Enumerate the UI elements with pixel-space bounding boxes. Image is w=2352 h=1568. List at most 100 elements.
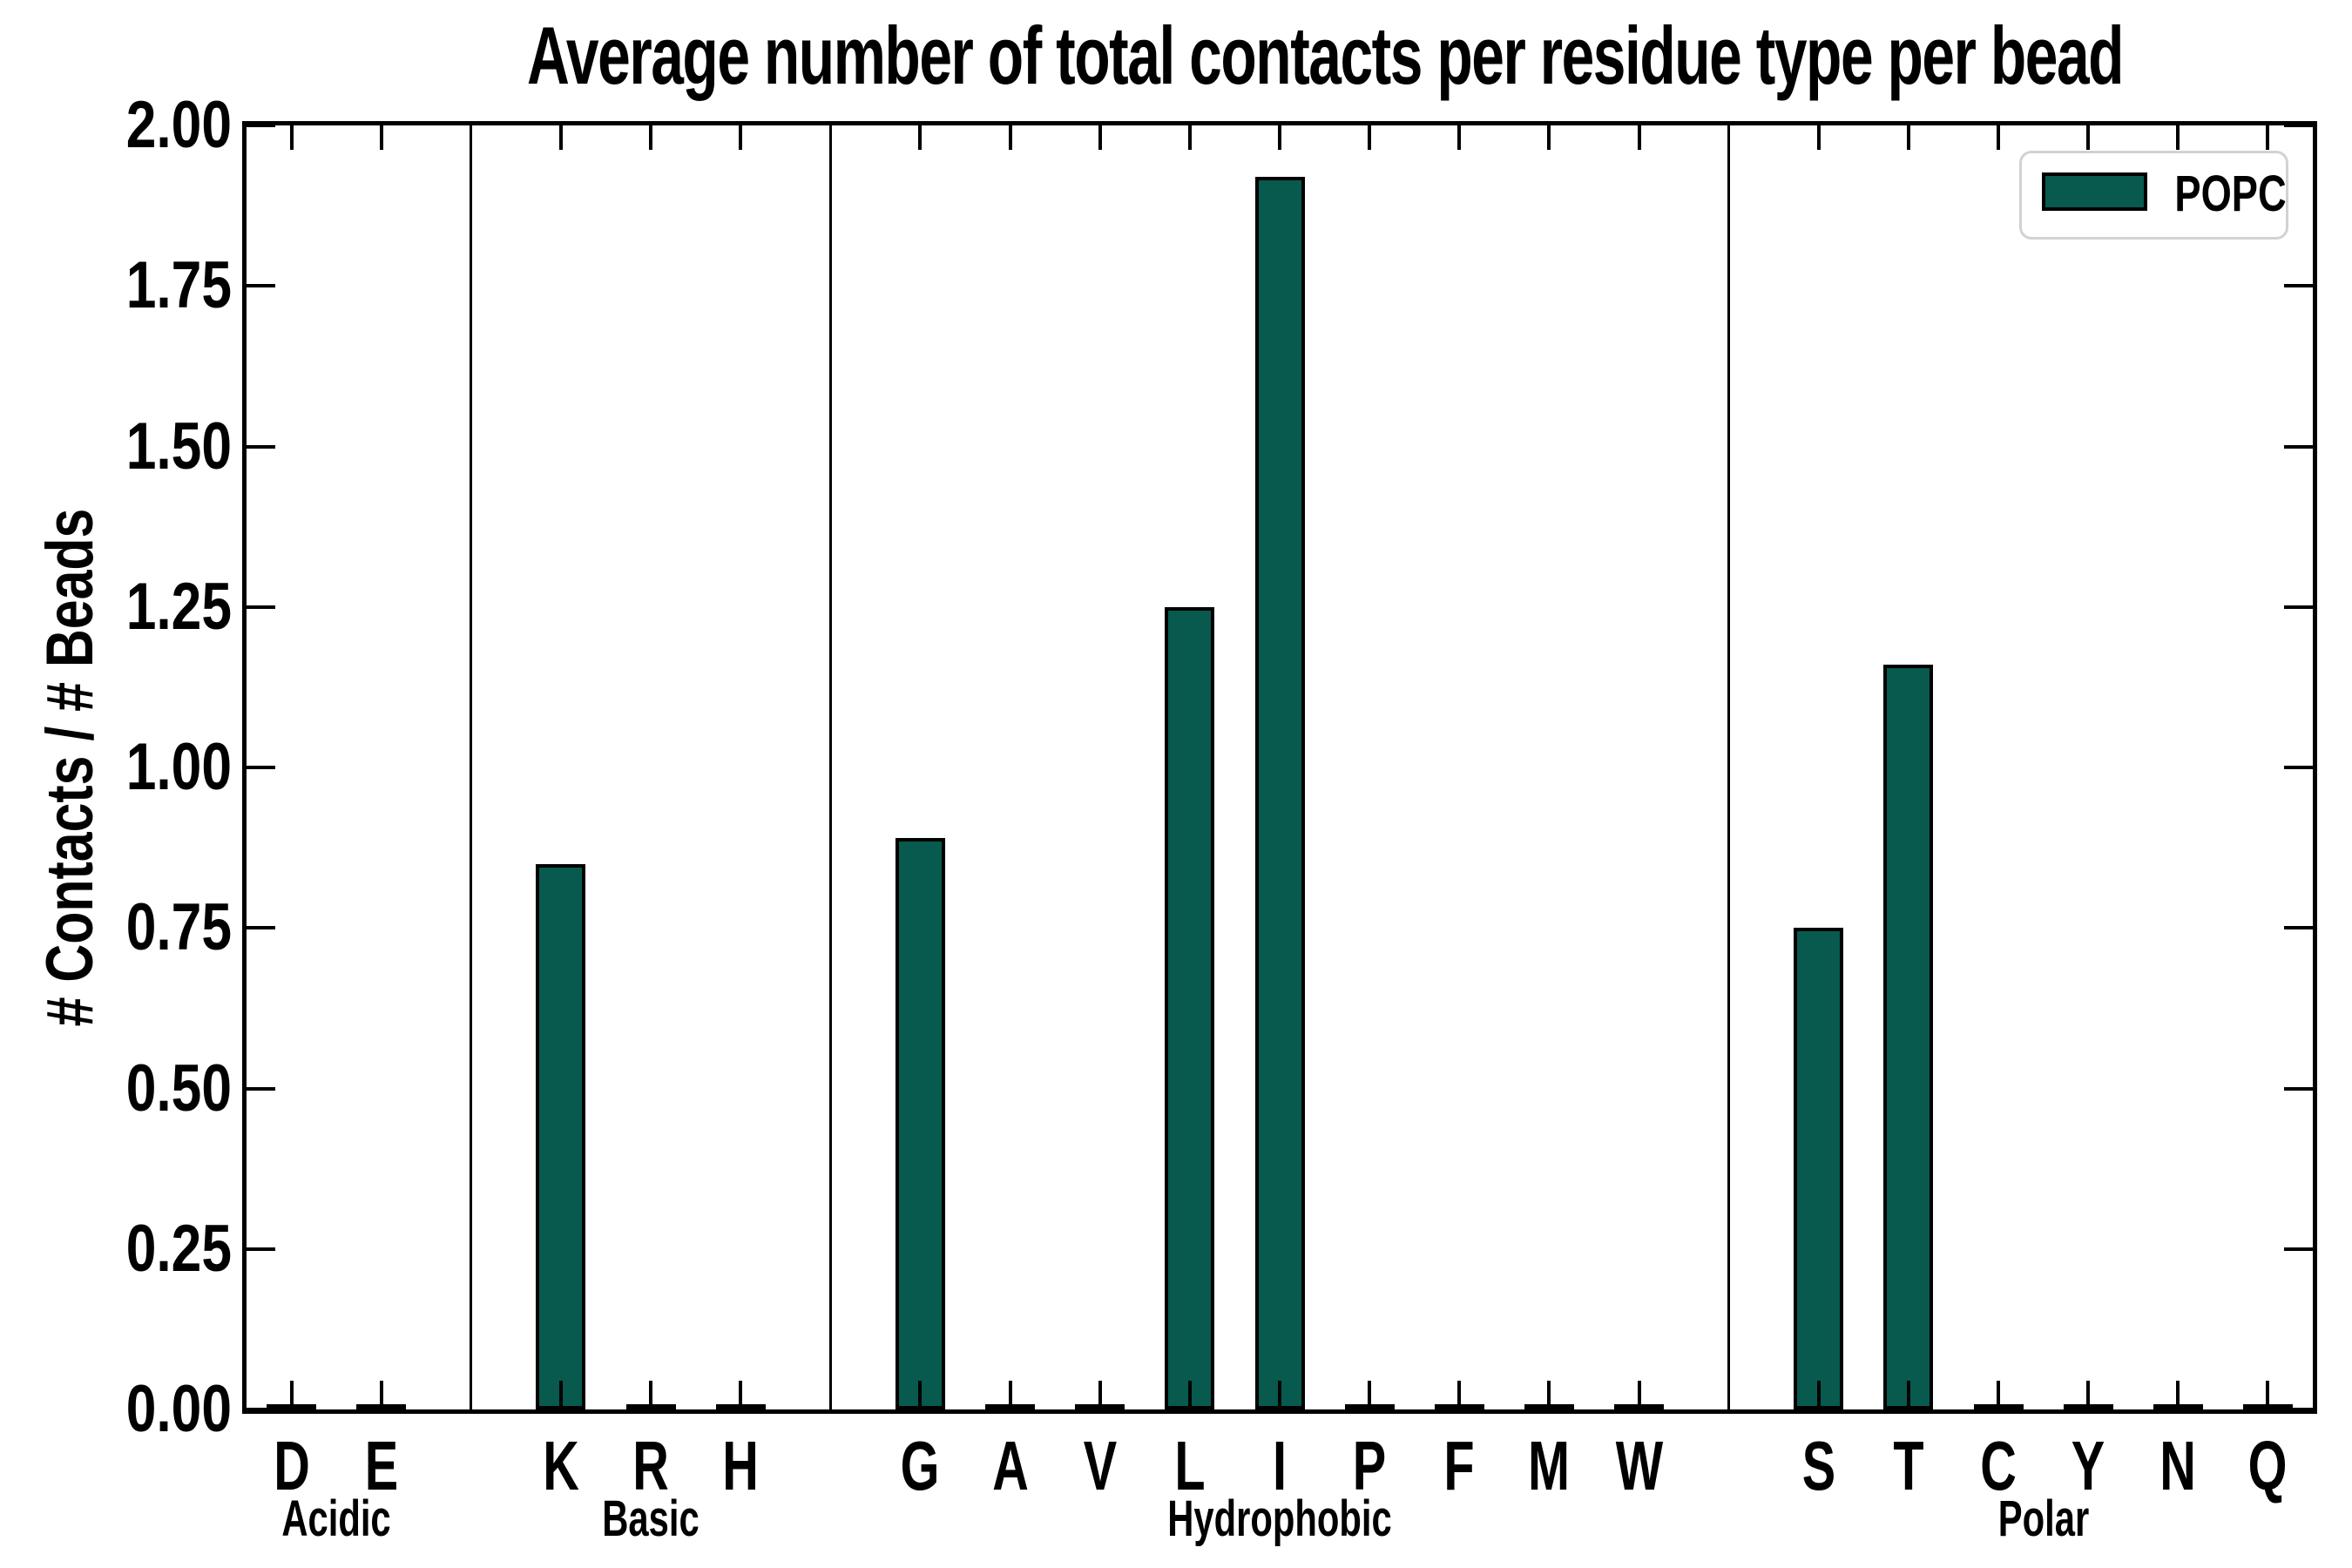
x-tick-bottom-Y bbox=[2086, 1381, 2091, 1409]
x-tick-top-R bbox=[649, 125, 653, 150]
x-tick-label-T: T bbox=[1893, 1427, 1924, 1504]
legend-label: POPC bbox=[2174, 166, 2287, 222]
x-tick-bottom-D bbox=[289, 1381, 294, 1409]
x-tick-top-Y bbox=[2086, 125, 2091, 150]
x-tick-bottom-K bbox=[558, 1381, 563, 1409]
x-tick-label-D: D bbox=[273, 1427, 310, 1504]
group-divider bbox=[828, 125, 832, 1409]
legend: POPC bbox=[2019, 151, 2288, 240]
y-tick-right bbox=[2284, 1086, 2313, 1091]
x-tick-label-N: N bbox=[2159, 1427, 2197, 1504]
x-tick-bottom-H bbox=[739, 1381, 743, 1409]
legend-swatch-popc bbox=[2042, 172, 2147, 211]
bar-T bbox=[1883, 665, 1934, 1409]
x-tick-label-A: A bbox=[991, 1427, 1029, 1504]
x-tick-bottom-W bbox=[1637, 1381, 1641, 1409]
x-tick-bottom-E bbox=[379, 1381, 383, 1409]
y-tick-right bbox=[2284, 605, 2313, 609]
x-tick-top-D bbox=[289, 125, 294, 150]
bar-K bbox=[536, 863, 586, 1409]
x-tick-top-T bbox=[1906, 125, 1910, 150]
y-tick-label-1.00: 1.00 bbox=[125, 730, 232, 804]
y-tick-right bbox=[2284, 1247, 2313, 1251]
x-tick-top-Q bbox=[2266, 125, 2270, 150]
x-tick-top-K bbox=[558, 125, 563, 150]
group-label-Basic: Basic bbox=[602, 1490, 700, 1547]
group-divider bbox=[470, 125, 473, 1409]
x-tick-label-R: R bbox=[632, 1427, 669, 1504]
y-tick-right bbox=[2284, 124, 2313, 127]
x-tick-bottom-L bbox=[1187, 1381, 1192, 1409]
x-tick-top-H bbox=[739, 125, 743, 150]
x-tick-label-L: L bbox=[1174, 1427, 1206, 1504]
x-tick-label-Y: Y bbox=[2071, 1427, 2105, 1504]
y-tick-label-1.25: 1.25 bbox=[125, 569, 232, 644]
group-label-Acidic: Acidic bbox=[281, 1490, 391, 1547]
group-divider bbox=[1727, 125, 1731, 1409]
y-tick-left bbox=[247, 444, 275, 449]
x-tick-label-W: W bbox=[1615, 1427, 1663, 1504]
y-tick-left bbox=[247, 124, 275, 127]
x-tick-top-E bbox=[379, 125, 383, 150]
x-tick-label-I: I bbox=[1272, 1427, 1287, 1504]
bar-L bbox=[1165, 606, 1215, 1409]
x-tick-top-C bbox=[1997, 125, 2001, 150]
x-tick-label-H: H bbox=[722, 1427, 760, 1504]
bar-G bbox=[895, 838, 945, 1409]
x-tick-top-F bbox=[1457, 125, 1462, 150]
x-tick-bottom-N bbox=[2176, 1381, 2180, 1409]
x-tick-label-G: G bbox=[901, 1427, 940, 1504]
x-tick-bottom-A bbox=[1008, 1381, 1012, 1409]
group-label-Polar: Polar bbox=[1997, 1490, 2089, 1547]
x-tick-label-V: V bbox=[1083, 1427, 1117, 1504]
x-tick-top-A bbox=[1008, 125, 1012, 150]
x-tick-top-P bbox=[1368, 125, 1372, 150]
x-tick-bottom-S bbox=[1816, 1381, 1821, 1409]
y-tick-left bbox=[247, 1247, 275, 1251]
x-tick-bottom-R bbox=[649, 1381, 653, 1409]
x-tick-top-S bbox=[1816, 125, 1821, 150]
x-tick-top-M bbox=[1547, 125, 1551, 150]
group-label-Hydrophobic: Hydrophobic bbox=[1167, 1490, 1392, 1547]
x-tick-label-M: M bbox=[1528, 1427, 1571, 1504]
bar-S bbox=[1794, 928, 1844, 1409]
x-tick-label-Q: Q bbox=[2248, 1427, 2288, 1504]
y-tick-label-0.25: 0.25 bbox=[125, 1211, 232, 1286]
x-tick-bottom-I bbox=[1278, 1381, 1281, 1409]
x-tick-label-P: P bbox=[1352, 1427, 1387, 1504]
y-tick-right bbox=[2284, 284, 2313, 288]
x-tick-bottom-C bbox=[1997, 1381, 2001, 1409]
x-tick-top-V bbox=[1098, 125, 1102, 150]
x-tick-label-K: K bbox=[543, 1427, 579, 1504]
x-tick-label-F: F bbox=[1443, 1427, 1475, 1504]
y-tick-label-2.00: 2.00 bbox=[125, 88, 232, 162]
y-tick-right bbox=[2284, 1408, 2313, 1411]
bar-I bbox=[1254, 176, 1305, 1409]
y-tick-left bbox=[247, 605, 275, 609]
y-tick-left bbox=[247, 1408, 275, 1411]
y-tick-label-0.00: 0.00 bbox=[125, 1372, 232, 1446]
x-tick-top-L bbox=[1187, 125, 1192, 150]
x-tick-bottom-M bbox=[1547, 1381, 1551, 1409]
x-tick-top-N bbox=[2176, 125, 2180, 150]
x-tick-top-I bbox=[1278, 125, 1281, 150]
plot-area bbox=[242, 121, 2317, 1414]
x-tick-top-W bbox=[1637, 125, 1641, 150]
y-tick-left bbox=[247, 926, 275, 930]
x-tick-bottom-V bbox=[1098, 1381, 1102, 1409]
y-tick-label-0.75: 0.75 bbox=[125, 890, 232, 965]
y-tick-left bbox=[247, 284, 275, 288]
y-tick-left bbox=[247, 766, 275, 769]
y-tick-left bbox=[247, 1086, 275, 1091]
x-tick-bottom-P bbox=[1368, 1381, 1372, 1409]
y-tick-label-1.75: 1.75 bbox=[125, 248, 232, 323]
x-tick-bottom-Q bbox=[2266, 1381, 2270, 1409]
chart-title: Average number of total contacts per res… bbox=[526, 10, 2125, 101]
x-tick-label-S: S bbox=[1801, 1427, 1835, 1504]
x-tick-bottom-G bbox=[918, 1381, 923, 1409]
x-tick-bottom-T bbox=[1906, 1381, 1910, 1409]
x-tick-top-G bbox=[918, 125, 923, 150]
y-tick-label-1.50: 1.50 bbox=[125, 409, 232, 483]
x-tick-label-C: C bbox=[1980, 1427, 2017, 1504]
